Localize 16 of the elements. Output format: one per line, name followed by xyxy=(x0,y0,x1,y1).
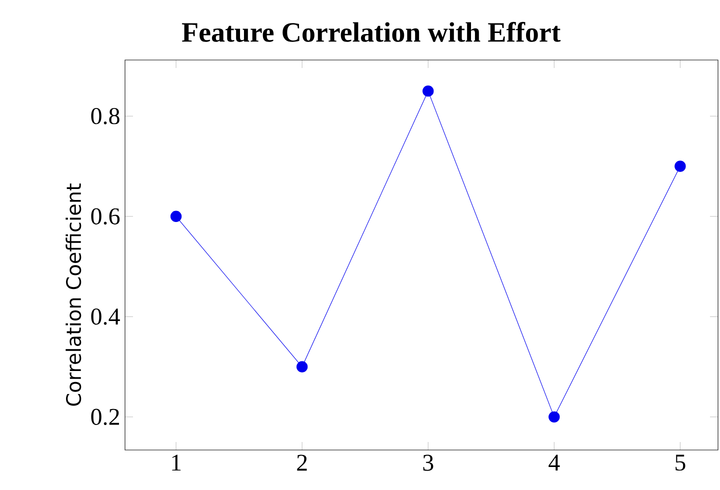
y-tick-label: 0.2 xyxy=(91,408,119,426)
point xyxy=(674,160,686,172)
x-tick-label: 3 xyxy=(423,454,434,471)
point xyxy=(422,85,434,97)
point xyxy=(548,411,560,423)
y-tick-label: 0.8 xyxy=(91,108,120,124)
x-tick-label: 4 xyxy=(548,454,560,471)
x-tick-label: 1 xyxy=(172,454,181,471)
chart-title: Feature Correlation with Effort xyxy=(182,22,561,42)
x-tick-label: 2 xyxy=(297,454,307,471)
y-tick-label: 0.6 xyxy=(91,208,120,225)
y-axis-title: Correlation Coefficient xyxy=(66,184,82,406)
point xyxy=(296,361,308,372)
x-tick-label: 5 xyxy=(676,454,686,471)
point xyxy=(170,210,182,222)
y-tick-label: 0.4 xyxy=(91,308,120,325)
